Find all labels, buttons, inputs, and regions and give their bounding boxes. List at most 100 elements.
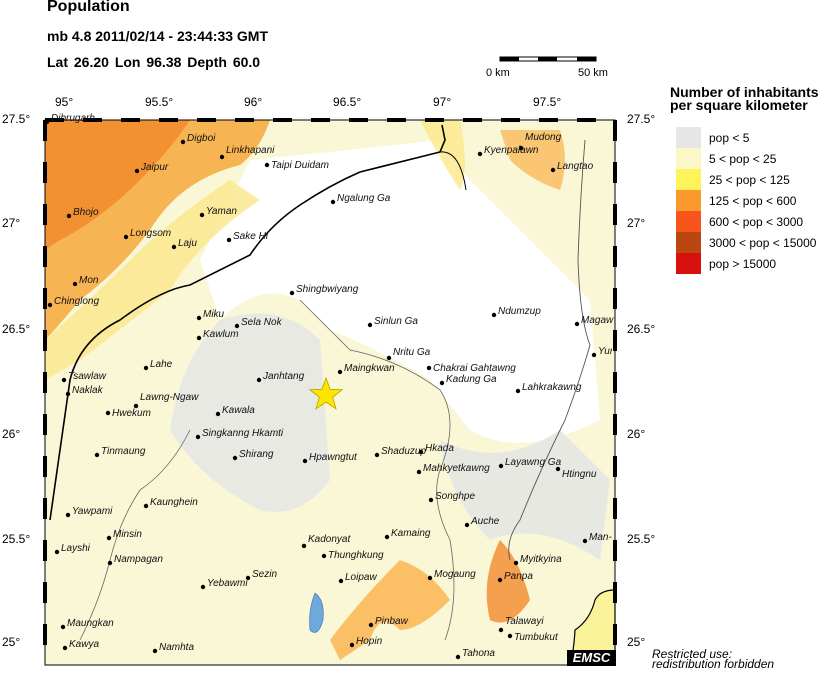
city-label: Panpa: [504, 571, 533, 582]
city-label: Minsin: [113, 529, 142, 540]
usage-notice: Restricted use: redistribution forbidden: [652, 648, 775, 671]
city-marker: [105, 410, 111, 416]
city-label: Sinlun Ga: [374, 316, 418, 327]
lat-tick-label: 26°: [627, 427, 646, 441]
legend-item: 25 < pop < 125: [670, 169, 819, 190]
city-marker: [349, 642, 355, 648]
legend-subtitle: per square kilometer: [670, 97, 808, 113]
event-location: Lat 26.20 Lon 96.38 Depth 60.0: [47, 54, 261, 70]
city-marker: [574, 321, 580, 327]
city-label: Kawya: [69, 639, 100, 650]
city-marker: [54, 549, 60, 555]
city-marker: [515, 388, 521, 394]
city-label: Myitkyina: [520, 554, 562, 565]
city-marker: [321, 553, 327, 559]
city-marker: [582, 538, 588, 544]
city-marker: [338, 578, 344, 584]
city-marker: [107, 560, 113, 566]
lat-tick-label: 25°: [2, 635, 21, 649]
city-label: Laju: [178, 238, 197, 249]
city-label: Dibrugarh: [51, 113, 95, 124]
lat-tick-label: 27.5°: [627, 112, 656, 126]
city-label: Auche: [471, 516, 500, 527]
city-label: Ngalung Ga: [337, 193, 391, 204]
legend-label: pop < 5: [709, 130, 750, 145]
city-marker: [234, 323, 240, 329]
frame-tick: [613, 624, 617, 645]
legend-item: 5 < pop < 25: [670, 148, 819, 169]
map-title: Population: [47, 0, 130, 15]
city-marker: [171, 244, 177, 250]
city-label: Shaduzup: [381, 446, 427, 457]
legend-item: pop < 5: [670, 127, 819, 148]
lon-tick-label: 96°: [244, 95, 263, 109]
frame-tick: [613, 120, 617, 141]
frame-tick: [43, 204, 47, 225]
city-label: Naklak: [72, 385, 103, 396]
city-marker: [384, 534, 390, 540]
legend-label: 600 < pop < 3000: [709, 214, 804, 229]
city-label: Langtao: [557, 161, 594, 172]
lon-tick-label: 97.5°: [533, 95, 562, 109]
city-label: Tinmaung: [101, 446, 146, 457]
city-marker: [302, 458, 308, 464]
city-label: Mudong: [525, 132, 562, 143]
scale-bar: [499, 56, 597, 62]
city-label: Sezin: [252, 569, 278, 580]
city-marker: [337, 369, 343, 375]
legend-item: 600 < pop < 3000: [670, 211, 819, 232]
city-marker: [232, 455, 238, 461]
city-marker: [427, 575, 433, 581]
city-label: Singkanng Hkamti: [202, 428, 284, 439]
city-label: Tumbukut: [514, 632, 558, 643]
lon-tick-label: 95°: [55, 95, 74, 109]
city-label: Loipaw: [345, 572, 377, 583]
notice-line-2: redistribution forbidden: [652, 657, 775, 671]
lat-tick-label: 25.5°: [627, 532, 656, 546]
legend-label: 5 < pop < 25: [709, 151, 777, 166]
lat-tick-label: 27.5°: [2, 112, 31, 126]
city-label: Chakrai Gahtawng: [433, 363, 516, 374]
city-label: Kawlum: [203, 329, 239, 340]
city-label: Nampagan: [114, 554, 163, 565]
city-label: Sela Nok: [241, 317, 282, 328]
city-marker: [200, 584, 206, 590]
frame-tick: [43, 120, 47, 141]
city-label: Kadung Ga: [446, 374, 497, 385]
city-marker: [368, 622, 374, 628]
lon-tick-label: 97°: [433, 95, 452, 109]
lat-tick-label: 27°: [627, 216, 646, 230]
city-marker: [428, 497, 434, 503]
city-label: Ndumzup: [498, 306, 541, 317]
city-label: Linkhapani: [226, 145, 275, 156]
city-label: Yebawmi: [207, 578, 248, 589]
city-label: Yawpami: [72, 506, 113, 517]
city-marker: [256, 377, 262, 383]
lat-tick-label: 25°: [627, 635, 646, 649]
city-marker: [66, 213, 72, 219]
city-label: Jaipur: [141, 162, 169, 173]
city-label: Kawala: [222, 405, 255, 416]
frame-tick: [311, 118, 330, 122]
star-icon[interactable]: [308, 376, 344, 410]
lat-tick-label: 26.5°: [2, 322, 31, 336]
city-marker: [464, 522, 470, 528]
city-marker: [226, 237, 232, 243]
city-marker: [143, 503, 149, 509]
city-label: Lawng-Ngaw: [140, 392, 199, 403]
frame-tick: [121, 118, 140, 122]
city-marker: [106, 535, 112, 541]
city-label: Longsom: [130, 228, 172, 239]
frame-tick: [613, 288, 617, 309]
city-marker: [72, 281, 78, 287]
city-label: Maungkan: [67, 618, 114, 629]
city-label: Yun: [598, 346, 612, 357]
city-label: Lahe: [150, 359, 173, 370]
city-marker: [518, 145, 524, 151]
frame-tick: [83, 118, 102, 122]
city-marker: [264, 162, 270, 168]
legend-label: 125 < pop < 600: [709, 193, 797, 208]
city-label: Lahkrakawng: [522, 382, 582, 393]
city-marker: [513, 560, 519, 566]
